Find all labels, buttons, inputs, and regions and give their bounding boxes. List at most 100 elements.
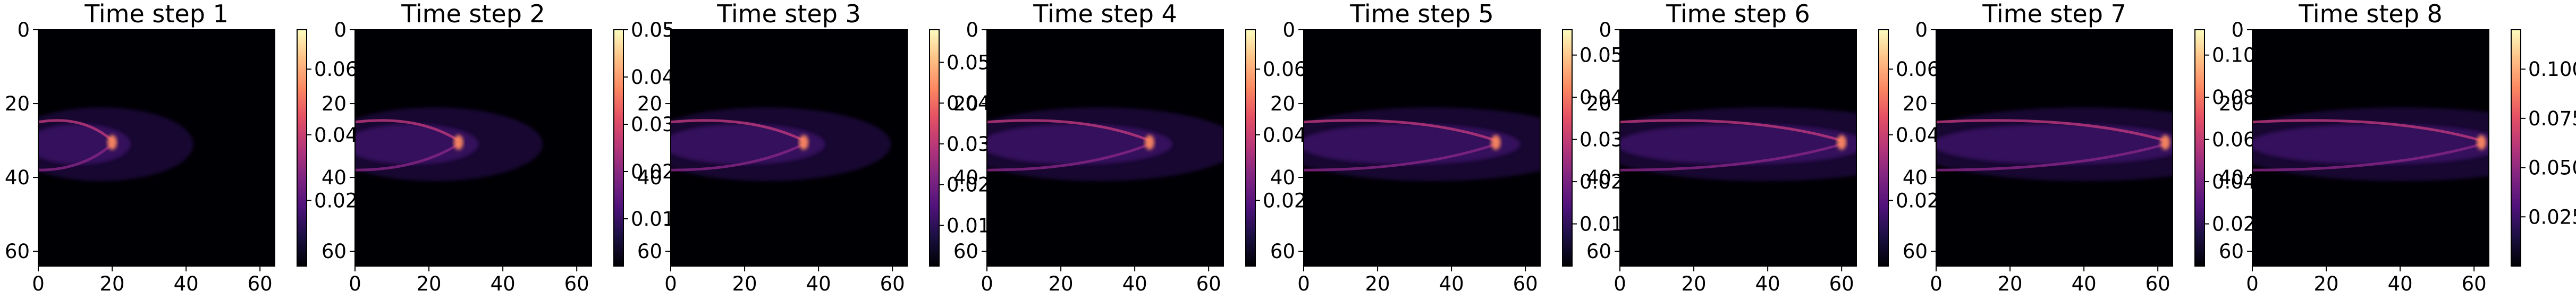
plume-edge-lower [671, 143, 805, 172]
panel-title: Time step 6 [1666, 0, 1810, 28]
y-tick-label: 20 [2219, 92, 2244, 115]
colorbar-tick-label: 0.02 [1263, 189, 1306, 212]
x-tick-label: 60 [880, 272, 905, 295]
x-tick-label: 0 [32, 272, 45, 295]
plume-body [38, 124, 131, 165]
plume-front [2160, 135, 2170, 150]
y-tick-label: 40 [1270, 166, 1295, 189]
axes-frame [1303, 29, 1541, 267]
y-tick-label: 20 [1586, 92, 1611, 115]
colorbar-tick-label: 0.04 [1263, 124, 1306, 147]
x-tick-label: 0 [349, 272, 361, 295]
colorbar [1245, 29, 1256, 267]
plume-edge-lower [1304, 143, 1497, 172]
x-tick-label: 60 [1513, 272, 1538, 295]
plume-front [799, 135, 809, 150]
x-tick-label: 40 [491, 272, 516, 295]
colorbar-tick-label: 0.02 [1896, 189, 1939, 212]
colorbar-tick-label: 0.025 [2528, 206, 2576, 228]
colorbar-tick-label: 0.02 [314, 189, 358, 212]
plume-front [1837, 135, 1847, 150]
plume-body [987, 124, 1172, 165]
y-tick-label: 20 [1903, 92, 1928, 115]
plume-edge-upper [987, 119, 1150, 142]
x-tick-label: 60 [2146, 272, 2170, 295]
colorbar-tick-label: 0.050 [2528, 157, 2576, 180]
y-tick-label: 20 [637, 92, 662, 115]
colorbar-tick-label: 0.03 [631, 113, 674, 136]
y-tick-label: 40 [953, 166, 978, 189]
colorbar-tick-label: 0.10 [2212, 44, 2256, 67]
panel-title: Time step 5 [1349, 0, 1494, 28]
x-tick-label: 20 [1998, 272, 2023, 295]
panel-3: Time step 30 20 40 6002040600.010.020.030.0… [637, 0, 990, 295]
colorbar-tick-label: 0.04 [2212, 170, 2256, 193]
plume-edge-upper [1620, 119, 1842, 142]
axes-frame [1936, 29, 2173, 267]
colorbar [1562, 29, 1573, 267]
x-tick-label: 20 [2314, 272, 2339, 295]
colorbar [613, 29, 624, 267]
plume-edge-lower [1936, 143, 2166, 172]
axes-frame [986, 29, 1224, 267]
x-tick-label: 40 [806, 272, 831, 295]
colorbar-tick-label: 0.02 [1580, 170, 1623, 193]
y-tick-label: 60 [5, 240, 30, 263]
plume-field [987, 107, 1223, 182]
y-tick-label: 0 [1599, 19, 1611, 41]
axes-frame [1619, 29, 1857, 267]
plume-front [1144, 135, 1154, 150]
colorbar [929, 29, 940, 267]
plume-body [1620, 124, 1856, 165]
panel-4: Time step 4 0 20 40 60 0 20 40 60 0.02 0.04 0.06 [953, 0, 1306, 295]
panel-2: Time step 20 20 40 6002040600.010.020.030.0… [322, 0, 674, 295]
x-tick-label: 40 [174, 272, 199, 295]
y-tick-label: 60 [953, 240, 978, 263]
plume-field [355, 107, 543, 182]
plume-body [2252, 124, 2489, 165]
plume-field [2252, 107, 2489, 182]
plume-field [671, 107, 891, 182]
colorbar-tick-label: 0.03 [1580, 129, 1623, 151]
y-tick-label: 0 [966, 19, 978, 41]
colorbar-tick-label: 0.075 [2528, 107, 2576, 130]
panel-title: Time step 2 [401, 0, 545, 28]
colorbar-tick-label: 0.03 [947, 133, 990, 156]
plume-field [1620, 107, 1856, 182]
x-tick-label: 60 [2462, 272, 2487, 295]
x-tick-label: 40 [2388, 272, 2413, 295]
plume-front [453, 135, 463, 150]
x-tick-label: 20 [1049, 272, 1074, 295]
plume-edge-upper [1936, 119, 2166, 142]
y-tick-label: 0 [1282, 19, 1295, 41]
y-tick-label: 20 [1270, 92, 1295, 115]
plume-front [1491, 135, 1501, 150]
colorbar [2511, 29, 2521, 267]
panel-title: Time step 4 [1033, 0, 1177, 28]
x-tick-label: 40 [2072, 272, 2097, 295]
y-tick-label: 40 [1903, 166, 1928, 189]
colorbar-tick-label: 0.100 [2528, 58, 2576, 81]
x-tick-label: 60 [1196, 272, 1221, 295]
x-tick-label: 20 [100, 272, 125, 295]
colorbar-tick-label: 0.06 [1263, 58, 1306, 81]
y-tick-label: 40 [2219, 166, 2244, 189]
colorbar-tick-label: 0.02 [631, 160, 674, 183]
colorbar-tick-label: 0.01 [1580, 213, 1623, 236]
y-tick-label: 0 [649, 19, 662, 41]
x-tick-label: 40 [1755, 272, 1780, 295]
y-tick-label: 0 [334, 19, 347, 41]
x-tick-label: 20 [417, 272, 442, 295]
y-tick-label: 0 [17, 19, 30, 41]
plume-edge-lower [2252, 143, 2482, 172]
colorbar-tick-label: 0.05 [1580, 44, 1623, 67]
plume-edge-upper [671, 119, 805, 142]
panel-title: Time step 3 [716, 0, 861, 28]
y-tick-label: 0 [1915, 19, 1928, 41]
plume-edge-lower [987, 143, 1150, 172]
y-tick-label: 60 [1586, 240, 1611, 263]
colorbar-tick-label: 0.08 [2212, 86, 2256, 109]
